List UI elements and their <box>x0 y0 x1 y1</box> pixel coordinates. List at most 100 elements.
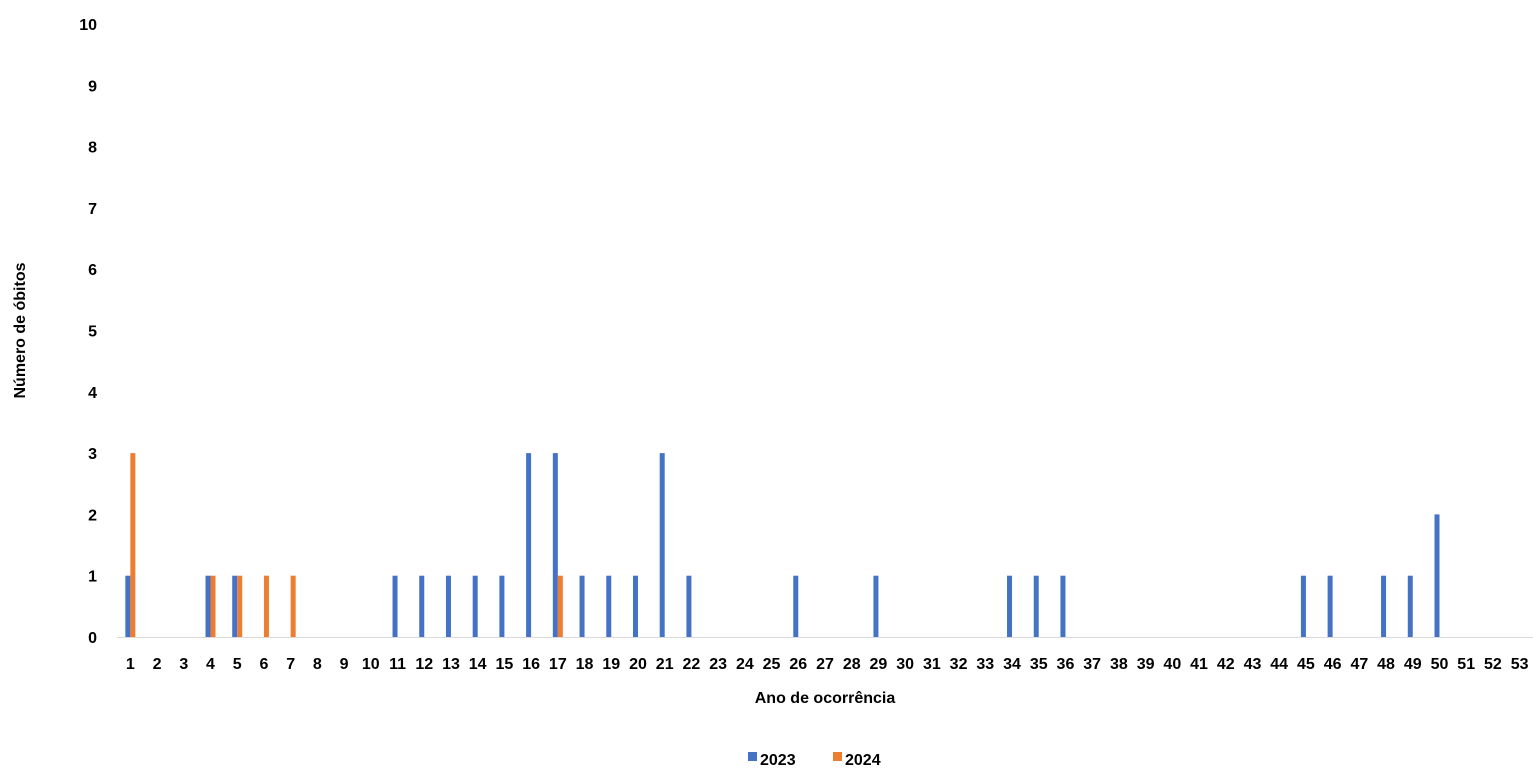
bar-2023-15 <box>499 575 505 637</box>
legend: 2023 2024 <box>748 752 881 769</box>
bar-2023-50 <box>1434 514 1440 637</box>
bar-2023-35 <box>1033 575 1039 637</box>
x-tick-label: 19 <box>602 656 620 673</box>
bar-2023-45 <box>1300 575 1306 637</box>
x-tick-label: 23 <box>709 656 727 673</box>
x-tick-label: 14 <box>469 656 487 673</box>
x-tick-label: 16 <box>522 656 540 673</box>
y-tick-label: 6 <box>88 262 97 279</box>
x-tick-label: 37 <box>1083 656 1101 673</box>
x-tick-label: 9 <box>340 656 349 673</box>
bar-2023-11 <box>392 575 398 637</box>
x-axis-title: Ano de ocorrência <box>755 690 896 707</box>
x-tick-label: 15 <box>495 656 513 673</box>
x-tick-label: 2 <box>153 656 162 673</box>
bar-2023-48 <box>1381 575 1387 637</box>
legend-label: 2024 <box>845 752 881 767</box>
x-tick-label: 53 <box>1511 656 1529 673</box>
y-tick-label: 10 <box>79 17 97 34</box>
bar-2023-18 <box>579 575 585 637</box>
bar-2023-36 <box>1060 575 1066 637</box>
bar-2024-4 <box>210 575 216 637</box>
x-tick-label: 50 <box>1431 656 1449 673</box>
x-tick-label: 12 <box>415 656 433 673</box>
bar-2023-46 <box>1327 575 1333 637</box>
x-tick-label: 7 <box>286 656 295 673</box>
x-tick-label: 24 <box>736 656 754 673</box>
x-tick-label: 38 <box>1110 656 1128 673</box>
bar-2024-7 <box>290 575 296 637</box>
y-tick-label: 8 <box>88 140 97 157</box>
x-tick-label: 27 <box>816 656 834 673</box>
x-tick-label: 32 <box>950 656 968 673</box>
y-tick-label: 4 <box>88 385 97 402</box>
x-tick-label: 5 <box>233 656 242 673</box>
bar-2023-29 <box>873 575 879 637</box>
x-tick-label: 36 <box>1057 656 1075 673</box>
x-tick-label: 45 <box>1297 656 1315 673</box>
x-tick-label: 22 <box>683 656 701 673</box>
bar-2023-17 <box>552 453 558 637</box>
bar-2024-17 <box>557 575 563 637</box>
bar-2023-49 <box>1407 575 1413 637</box>
x-tick-label: 52 <box>1484 656 1502 673</box>
x-tick-label: 28 <box>843 656 861 673</box>
bar-2023-4 <box>205 575 211 637</box>
x-tick-label: 47 <box>1350 656 1368 673</box>
bar-2023-20 <box>632 575 638 637</box>
y-axis-ticks: 0 1 2 3 4 5 6 7 8 9 10 <box>79 17 97 647</box>
x-tick-label: 21 <box>656 656 674 673</box>
y-tick-label: 5 <box>88 324 97 341</box>
x-tick-label: 8 <box>313 656 322 673</box>
bar-2023-5 <box>232 575 238 637</box>
x-tick-label: 17 <box>549 656 567 673</box>
bar-2023-34 <box>1007 575 1013 637</box>
y-tick-label: 7 <box>88 201 97 218</box>
x-tick-label: 39 <box>1137 656 1155 673</box>
y-tick-label: 2 <box>88 507 97 524</box>
bars <box>125 453 1440 637</box>
x-tick-label: 40 <box>1163 656 1181 673</box>
x-tick-label: 35 <box>1030 656 1048 673</box>
y-tick-label: 3 <box>88 446 97 463</box>
x-tick-label: 6 <box>259 656 268 673</box>
legend-swatch-2024 <box>833 752 842 761</box>
x-tick-label: 41 <box>1190 656 1208 673</box>
x-tick-label: 30 <box>896 656 914 673</box>
bar-2023-12 <box>419 575 425 637</box>
x-tick-label: 18 <box>576 656 594 673</box>
bar-2023-26 <box>793 575 799 637</box>
bar-2024-5 <box>237 575 243 637</box>
x-tick-label: 11 <box>389 656 406 673</box>
x-tick-label: 49 <box>1404 656 1422 673</box>
y-axis-title: Número de óbitos <box>12 262 29 398</box>
bar-2023-22 <box>686 575 692 637</box>
x-tick-label: 25 <box>763 656 781 673</box>
bar-2024-6 <box>263 575 269 637</box>
y-tick-label: 1 <box>88 569 97 586</box>
x-axis-ticks: 1 2 3 4 5 6 7 8 9 10 11 12 13 14 15 16 17 18 19 20 21 22 23 24 2… <box>126 656 1529 673</box>
x-tick-label: 46 <box>1324 656 1342 673</box>
bar-2023-19 <box>606 575 612 637</box>
bar-2023-14 <box>472 575 478 637</box>
x-tick-label: 29 <box>870 656 888 673</box>
x-tick-label: 10 <box>362 656 380 673</box>
x-tick-label: 33 <box>976 656 994 673</box>
bar-2023-16 <box>526 453 532 637</box>
x-tick-label: 13 <box>442 656 460 673</box>
legend-label: 2023 <box>760 752 796 767</box>
bar-2024-1 <box>130 453 136 637</box>
x-tick-label: 51 <box>1457 656 1475 673</box>
x-tick-label: 44 <box>1270 656 1288 673</box>
x-tick-label: 26 <box>789 656 807 673</box>
x-tick-label: 42 <box>1217 656 1235 673</box>
x-tick-label: 20 <box>629 656 647 673</box>
x-tick-label: 4 <box>206 656 215 673</box>
x-tick-label: 3 <box>179 656 188 673</box>
bar-2023-21 <box>659 453 665 637</box>
bar-2023-1 <box>125 575 131 637</box>
legend-swatch-2023 <box>748 752 757 761</box>
x-tick-label: 1 <box>126 656 135 673</box>
